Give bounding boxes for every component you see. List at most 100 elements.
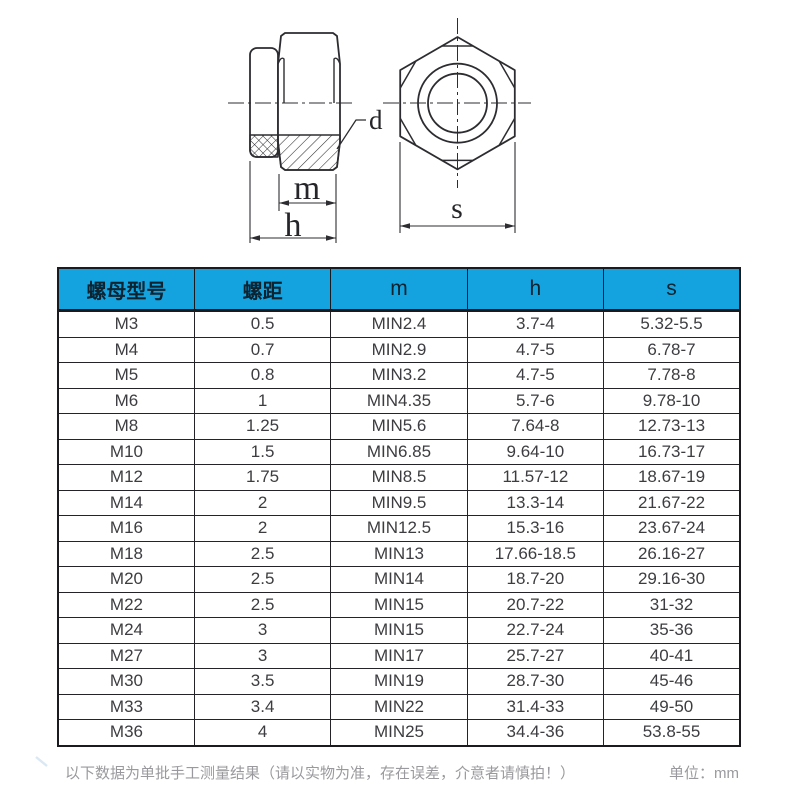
table-cell: 13.3-14 (466, 489, 605, 516)
table-cell: MIN19 (330, 668, 468, 695)
table-cell: 2.5 (193, 540, 332, 567)
table-row: M33 3.4 MIN22 31.4-33 49-50 (57, 693, 741, 720)
table-cell: 12.73-13 (603, 413, 741, 440)
table-cell: 49-50 (603, 693, 741, 720)
table-cell: 3 (193, 642, 332, 669)
dimension-arrows-mh (250, 200, 336, 241)
table-cell: M30 (57, 668, 195, 695)
table-cell: 26.16-27 (603, 540, 741, 567)
table-row: M27 3 MIN17 25.7-27 40-41 (57, 642, 741, 669)
table-cell: 3.7-4 (466, 310, 605, 338)
table-cell: 3.5 (193, 668, 332, 695)
table-cell: 5.7-6 (466, 387, 605, 414)
facet-lines (277, 57, 341, 103)
table-cell: MIN22 (330, 693, 468, 720)
technical-drawing: d m h s (228, 18, 531, 244)
table-cell: MIN4.35 (330, 387, 468, 414)
table-cell: M27 (57, 642, 195, 669)
table-cell: MIN8.5 (330, 464, 468, 491)
table-cell: 31-32 (603, 591, 741, 618)
table-cell: M5 (57, 362, 195, 389)
table-cell: M12 (57, 464, 195, 491)
table-cell: MIN5.6 (330, 413, 468, 440)
table-row: M4 0.7 MIN2.9 4.7-5 6.78-7 (57, 336, 741, 363)
table-cell: 2.5 (193, 591, 332, 618)
table-cell: 11.57-12 (466, 464, 605, 491)
footer-unit-label: 单位：mm (669, 765, 739, 782)
table-cell: 6.78-7 (603, 336, 741, 363)
table-cell: 2 (193, 515, 332, 542)
table-cell: 20.7-22 (466, 591, 605, 618)
footer-note: 以下数据为单批手工测量结果（请以实物为准，存在误差，介意者请慎拍！） (65, 765, 576, 782)
header-s: s (603, 267, 741, 312)
table-cell: 35-36 (603, 617, 741, 644)
table-cell: M20 (57, 566, 195, 593)
table-cell: 31.4-33 (466, 693, 605, 720)
table-row: M5 0.8 MIN3.2 4.7-5 7.78-8 (57, 362, 741, 389)
table-cell: M3 (57, 310, 195, 338)
table-cell: MIN12.5 (330, 515, 468, 542)
table-cell: 7.64-8 (466, 413, 605, 440)
table-cell: 18.7-20 (466, 566, 605, 593)
table-cell: MIN17 (330, 642, 468, 669)
table-cell: 0.7 (193, 336, 332, 363)
table-cell: 3 (193, 617, 332, 644)
footer: 以下数据为单批手工测量结果（请以实物为准，存在误差，介意者请慎拍！） 单位：mm (57, 762, 741, 783)
table-cell: MIN13 (330, 540, 468, 567)
table-cell: 2.5 (193, 566, 332, 593)
table-cell: M14 (57, 489, 195, 516)
table-cell: 28.7-30 (466, 668, 605, 695)
table-row: M36 4 MIN25 34.4-36 53.8-55 (57, 719, 741, 746)
dim-label-h: h (285, 207, 302, 244)
table-cell: 1.25 (193, 413, 332, 440)
nylon-section-hatch (249, 134, 279, 158)
table-cell: 23.67-24 (603, 515, 741, 542)
table-cell: MIN9.5 (330, 489, 468, 516)
table-row: M10 1.5 MIN6.85 9.64-10 16.73-17 (57, 438, 741, 465)
table-cell: M4 (57, 336, 195, 363)
table-cell: M6 (57, 387, 195, 414)
table-cell: M24 (57, 617, 195, 644)
table-cell: 45-46 (603, 668, 741, 695)
table-cell: 18.67-19 (603, 464, 741, 491)
d-leader-line (336, 119, 366, 150)
dimension-arrows-s (400, 223, 515, 229)
side-section-view (228, 32, 366, 243)
table-cell: MIN14 (330, 566, 468, 593)
dim-label-s: s (451, 192, 463, 225)
spec-table-header: 螺母型号 螺距 m h s (57, 267, 741, 312)
table-row: M12 1.75 MIN8.5 11.57-12 18.67-19 (57, 464, 741, 491)
table-cell: 40-41 (603, 642, 741, 669)
hex-front-view (383, 18, 531, 233)
table-cell: 9.78-10 (603, 387, 741, 414)
table-cell: 0.5 (193, 310, 332, 338)
table-row: M24 3 MIN15 22.7-24 35-36 (57, 617, 741, 644)
table-cell: MIN25 (330, 719, 468, 746)
table-cell: MIN6.85 (330, 438, 468, 465)
table-cell: MIN2.9 (330, 336, 468, 363)
stray-mark (35, 756, 48, 767)
table-cell: 2 (193, 489, 332, 516)
table-cell: M8 (57, 413, 195, 440)
table-cell: 29.16-30 (603, 566, 741, 593)
table-cell: MIN15 (330, 617, 468, 644)
dimension-lines-s (399, 142, 516, 233)
table-row: M8 1.25 MIN5.6 7.64-8 12.73-13 (57, 413, 741, 440)
table-cell: MIN3.2 (330, 362, 468, 389)
table-row: M18 2.5 MIN13 17.66-18.5 26.16-27 (57, 540, 741, 567)
table-cell: M36 (57, 719, 195, 746)
table-cell: MIN2.4 (330, 310, 468, 338)
table-cell: 21.67-22 (603, 489, 741, 516)
table-cell: 15.3-16 (466, 515, 605, 542)
header-h: h (466, 267, 605, 312)
table-cell: M22 (57, 591, 195, 618)
table-cell: M16 (57, 515, 195, 542)
table-cell: 1.75 (193, 464, 332, 491)
dim-label-d: d (369, 105, 383, 135)
header-model: 螺母型号 (57, 267, 195, 312)
table-cell: 5.32-5.5 (603, 310, 741, 338)
table-row: M16 2 MIN12.5 15.3-16 23.67-24 (57, 515, 741, 542)
table-cell: 53.8-55 (603, 719, 741, 746)
table-cell: 4.7-5 (466, 362, 605, 389)
